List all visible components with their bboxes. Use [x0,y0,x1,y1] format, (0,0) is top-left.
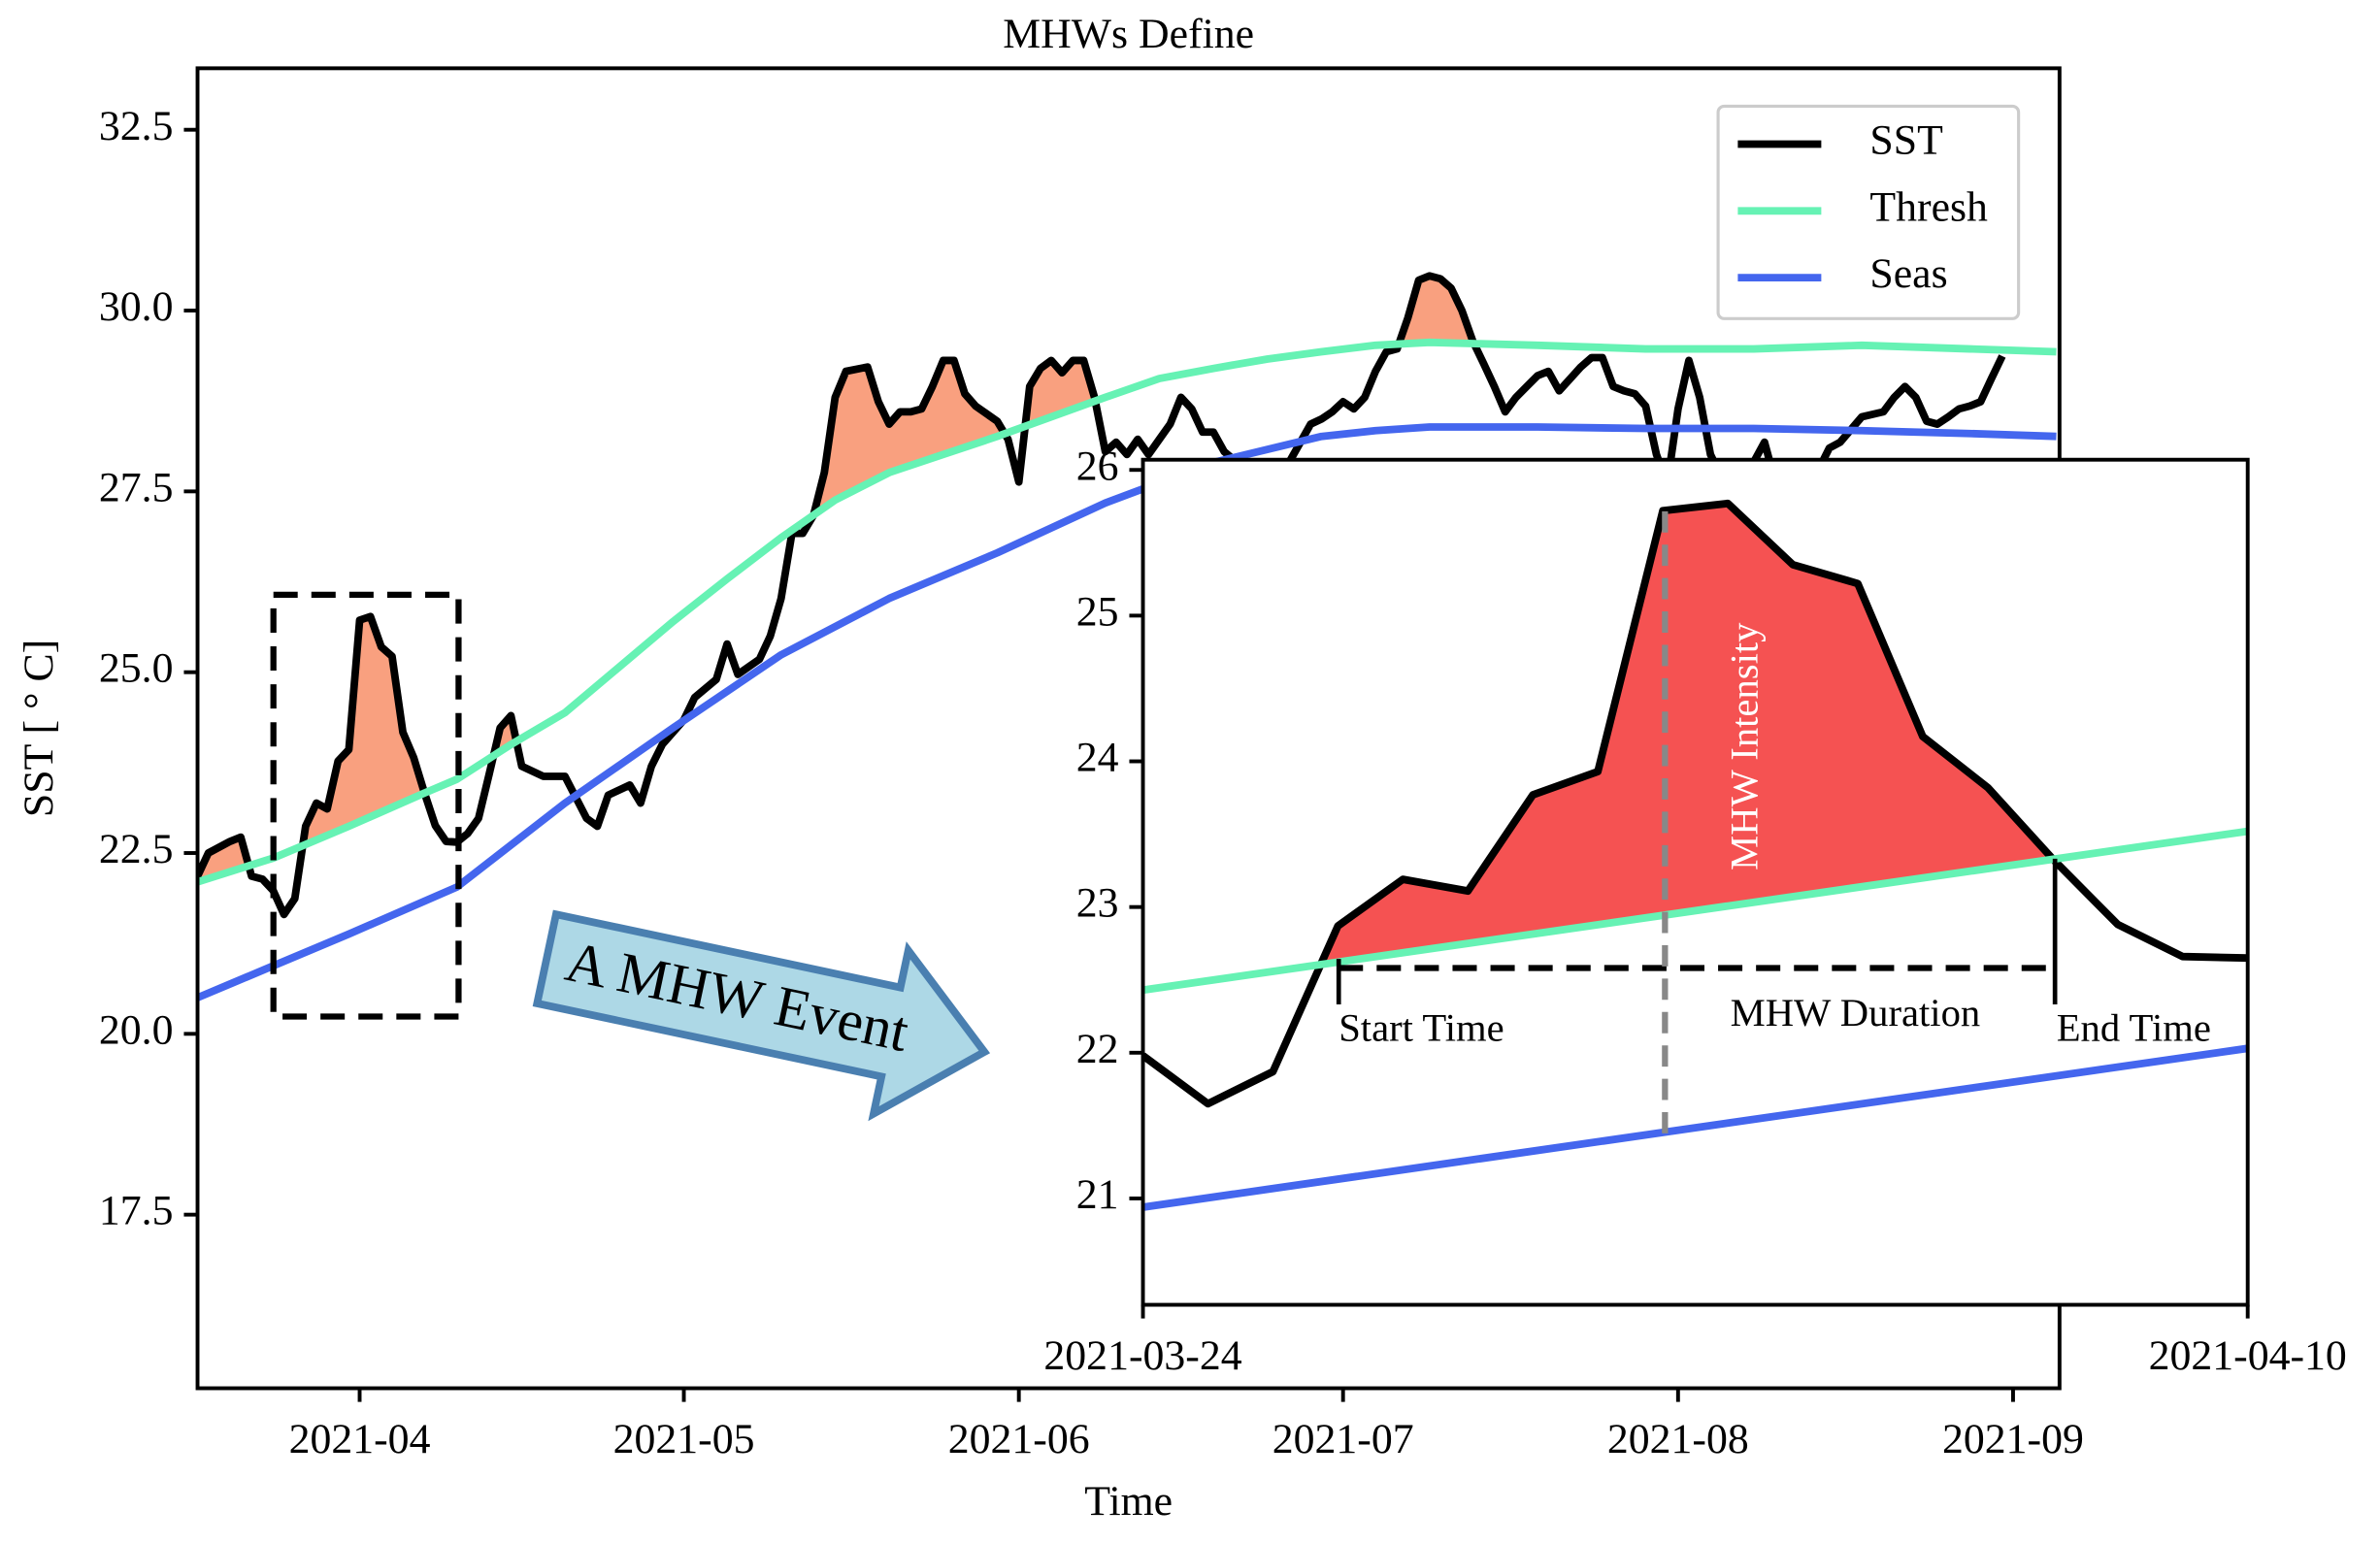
legend-label: SST [1869,117,1942,164]
y-tick-label: 26 [1076,443,1119,489]
x-tick-label: 2021-08 [1607,1416,1749,1462]
y-tick-label: 30.0 [99,283,174,330]
mhw-fill [813,360,1006,515]
y-tick-label: 22.5 [99,826,174,872]
y-tick-label: 24 [1076,735,1119,781]
series-line [1142,827,2248,995]
arrow-shape [532,909,991,1122]
event-box [270,591,462,1020]
start-label: Start Time [1339,1005,1504,1049]
plot [1142,499,2248,1211]
y-tick-label: 20.0 [99,1006,174,1053]
inset-decor: Start Time MHW Duration End Time MHW Int… [1336,510,2211,1138]
series-line [1142,1044,2248,1211]
axes-frame [1140,457,2250,1307]
inset-chart: 21 22 23 24 25 26 2021-03-24 2021-04-10 [1043,443,2346,1379]
x-tick-label: 2021-06 [948,1416,1090,1462]
series-line [1142,499,2248,1108]
legend-label: Seas [1869,250,1947,297]
x-tick-label: 2021-03-24 [1043,1332,1241,1379]
chart-title: MHWs Define [1003,11,1254,57]
mhw-fill [197,837,249,882]
legend-box [1716,104,2021,320]
end-label: End Time [2057,1005,2211,1049]
duration-label: MHW Duration [1731,991,1981,1034]
y-axis-label: SST [ ° C] [16,640,62,817]
legend: SST Thresh Seas [1716,104,2021,320]
mhw-fill [1025,360,1096,427]
y-tick-label: 32.5 [99,103,174,149]
y-tick-label: 22 [1076,1026,1119,1072]
x-tick-label: 2021-09 [1942,1416,2084,1462]
x-tick-label: 2021-07 [1273,1416,1414,1462]
x-tick-label: 2021-04-10 [2149,1332,2347,1379]
legend-label: Thresh [1869,183,1988,230]
y-tick-label: 25.0 [99,645,174,692]
series-line [197,338,2057,886]
y-tick-label: 25 [1076,588,1119,635]
y-tick-label: 27.5 [99,464,174,510]
x-axis-label: Time [1084,1478,1173,1525]
y-tick-label: 21 [1076,1171,1119,1218]
y-tick-label: 23 [1076,880,1119,927]
x-tick-label: 2021-04 [289,1416,431,1462]
x-tick-label: 2021-05 [613,1416,755,1462]
y-tick-label: 17.5 [99,1188,174,1234]
intensity-label: MHW Intensity [1723,622,1767,870]
